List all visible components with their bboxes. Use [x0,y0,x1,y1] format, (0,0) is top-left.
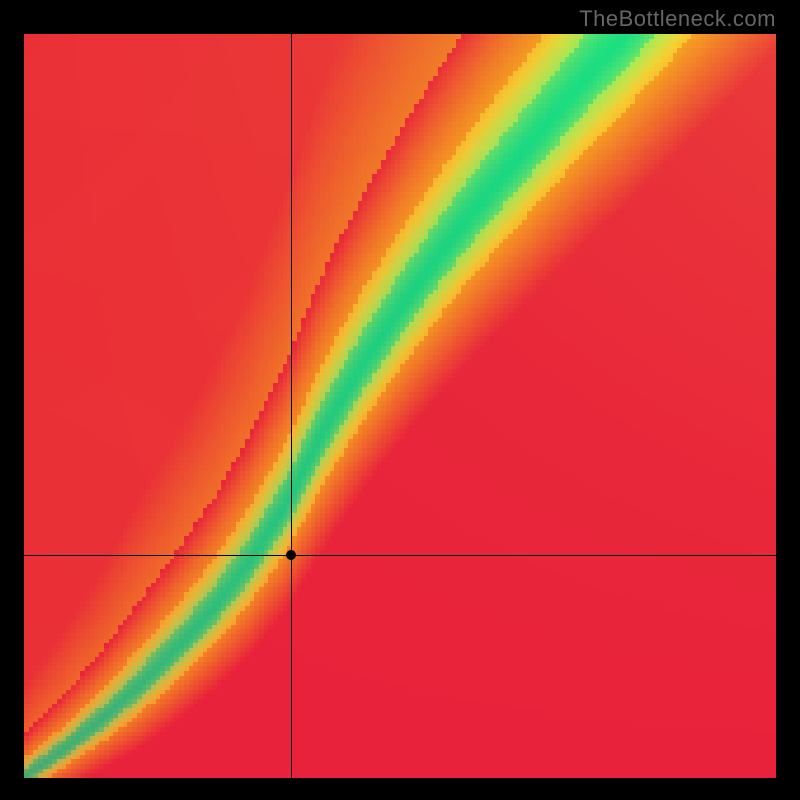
plot-area [24,34,776,778]
chart-container: TheBottleneck.com [0,0,800,800]
heatmap-canvas [24,34,776,778]
watermark-text: TheBottleneck.com [579,6,776,32]
